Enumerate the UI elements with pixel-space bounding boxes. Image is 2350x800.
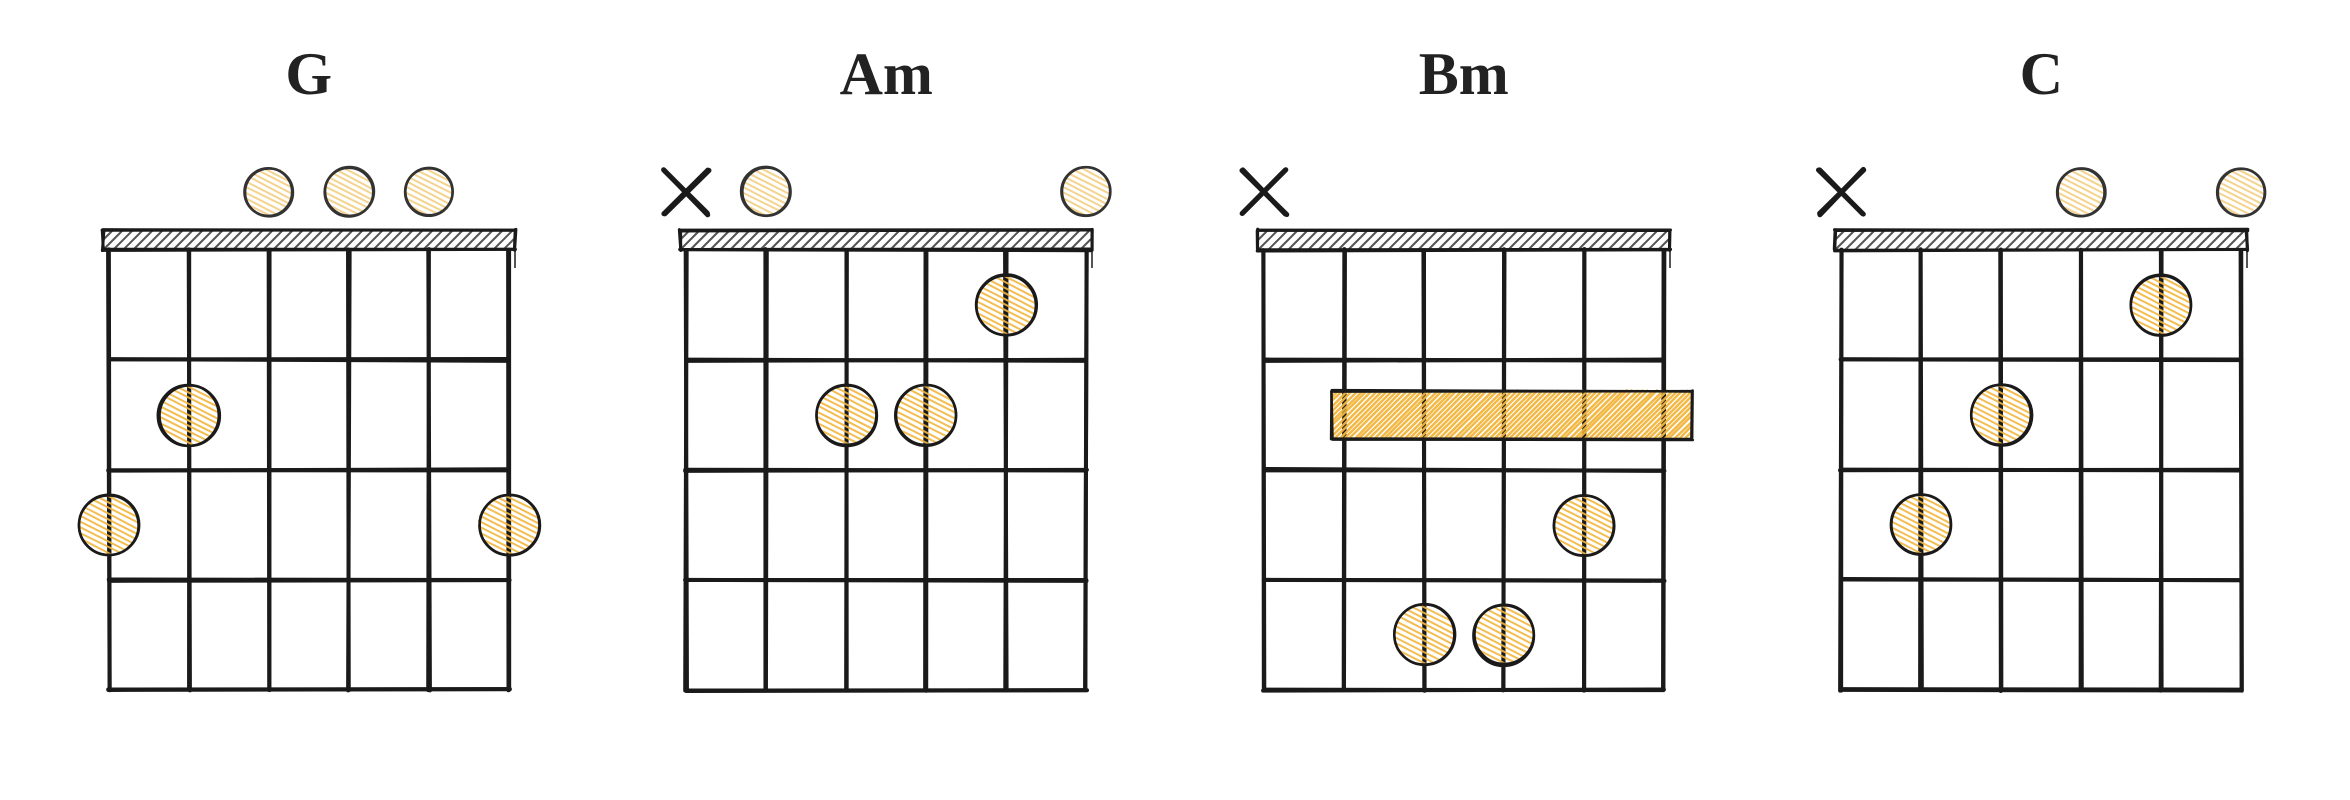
fretboard [59, 150, 559, 710]
chord-diagram: Bm [1214, 40, 1714, 710]
fretboard [1791, 150, 2291, 710]
chord-diagram: Am [636, 40, 1136, 710]
chord-diagram: C [1791, 40, 2291, 710]
chord-name-label: Bm [1419, 40, 1509, 100]
chord-diagram: G [59, 40, 559, 710]
fretboard [636, 150, 1136, 710]
chord-name-label: Am [840, 40, 933, 100]
chord-name-label: C [2020, 40, 2063, 100]
chord-name-label: G [285, 40, 332, 100]
fretboard [1214, 150, 1714, 710]
